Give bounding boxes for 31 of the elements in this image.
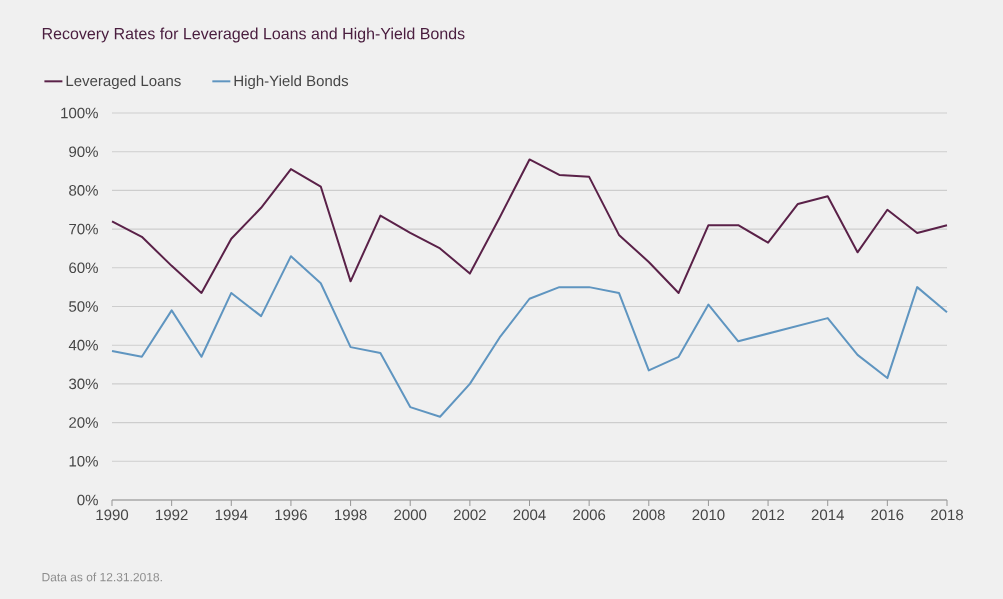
y-tick-label: 90% [69, 146, 98, 157]
x-tick-label: 2000 [394, 509, 427, 521]
x-tick-label: 2004 [513, 509, 546, 521]
x-tick-label: 2014 [811, 509, 844, 521]
x-tick-label: 2006 [573, 509, 606, 521]
y-tick-label: 60% [69, 262, 98, 274]
y-tick-label: 30% [69, 378, 98, 390]
x-tick-label: 2010 [692, 509, 725, 521]
x-tick-label: 2016 [871, 509, 904, 521]
x-tick-label: 1994 [215, 509, 248, 521]
x-tick-label: 1990 [96, 509, 129, 521]
legend-label: High-Yield Bonds [234, 75, 349, 90]
y-tick-label: 80% [69, 185, 98, 196]
legend-label: Leveraged Loans [66, 75, 181, 90]
x-tick-label: 2012 [752, 509, 784, 521]
y-tick-label: 40% [68, 339, 98, 351]
x-tick-label: 1992 [156, 509, 188, 521]
y-tick-label: 70% [69, 223, 98, 235]
x-tick-label: 1998 [335, 509, 367, 521]
y-tick-label: 100% [61, 107, 98, 119]
y-tick-label: 0% [77, 494, 98, 506]
y-tick-label: 20% [69, 417, 98, 428]
y-tick-label: 10% [69, 455, 98, 467]
x-tick-label: 1996 [275, 509, 307, 521]
x-tick-label: 2018 [931, 509, 964, 521]
y-tick-label: 50% [69, 301, 98, 312]
chart-title: Recovery Rates for Leveraged Loans and High-Yield Bonds [42, 27, 465, 43]
line-series [111, 158, 948, 294]
text: Data as of 12.31.2018. [42, 572, 162, 582]
x-tick-label: 2008 [632, 509, 665, 521]
x-tick-label: 2002 [453, 509, 486, 521]
